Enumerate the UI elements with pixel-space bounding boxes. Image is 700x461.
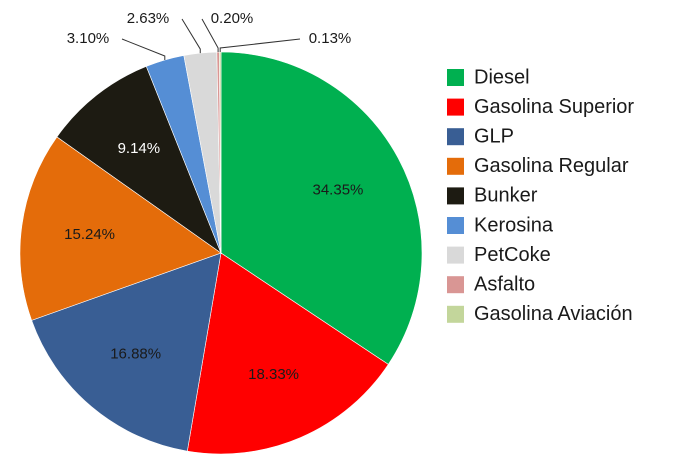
- legend-swatch: [447, 69, 464, 86]
- pie-slice: [19, 136, 222, 321]
- leader-line: [181, 18, 201, 54]
- leader-line: [121, 38, 166, 61]
- value-label: 9.14%: [118, 140, 161, 157]
- legend-swatch: [447, 305, 464, 323]
- pie-slice: [56, 66, 222, 254]
- legend-swatch: [447, 187, 464, 205]
- value-label: 16.88%: [110, 346, 161, 363]
- legend-swatch: [447, 157, 464, 175]
- legend-swatch: [447, 276, 464, 294]
- legend-label: Gasolina Superior: [474, 96, 634, 118]
- value-label: 15.24%: [64, 226, 115, 243]
- legend-label: GLP: [474, 125, 514, 147]
- leader-line: [201, 18, 219, 53]
- value-label: 2.63%: [127, 10, 170, 27]
- legend-swatch: [447, 217, 464, 234]
- legend-swatch: [447, 98, 464, 116]
- value-label: 3.10%: [67, 30, 110, 47]
- legend-label: Kerosina: [474, 214, 554, 236]
- pie-slice: [31, 252, 222, 452]
- legend-label: Bunker: [474, 185, 538, 207]
- legend-swatch: [447, 128, 464, 146]
- legend-label: PetCoke: [474, 244, 551, 266]
- legend-label: Diesel: [474, 66, 530, 88]
- legend-label: Asfalto: [474, 273, 535, 295]
- value-label: 18.33%: [248, 366, 299, 383]
- value-label: 0.20%: [211, 10, 254, 27]
- leader-line: [219, 38, 301, 53]
- value-label: 34.35%: [313, 181, 364, 198]
- value-label: 0.13%: [309, 30, 352, 47]
- legend-label: Gasolina Aviación: [474, 303, 633, 325]
- legend-swatch: [447, 246, 464, 264]
- legend-label: Gasolina Regular: [474, 155, 629, 177]
- pie-slice: [186, 252, 389, 455]
